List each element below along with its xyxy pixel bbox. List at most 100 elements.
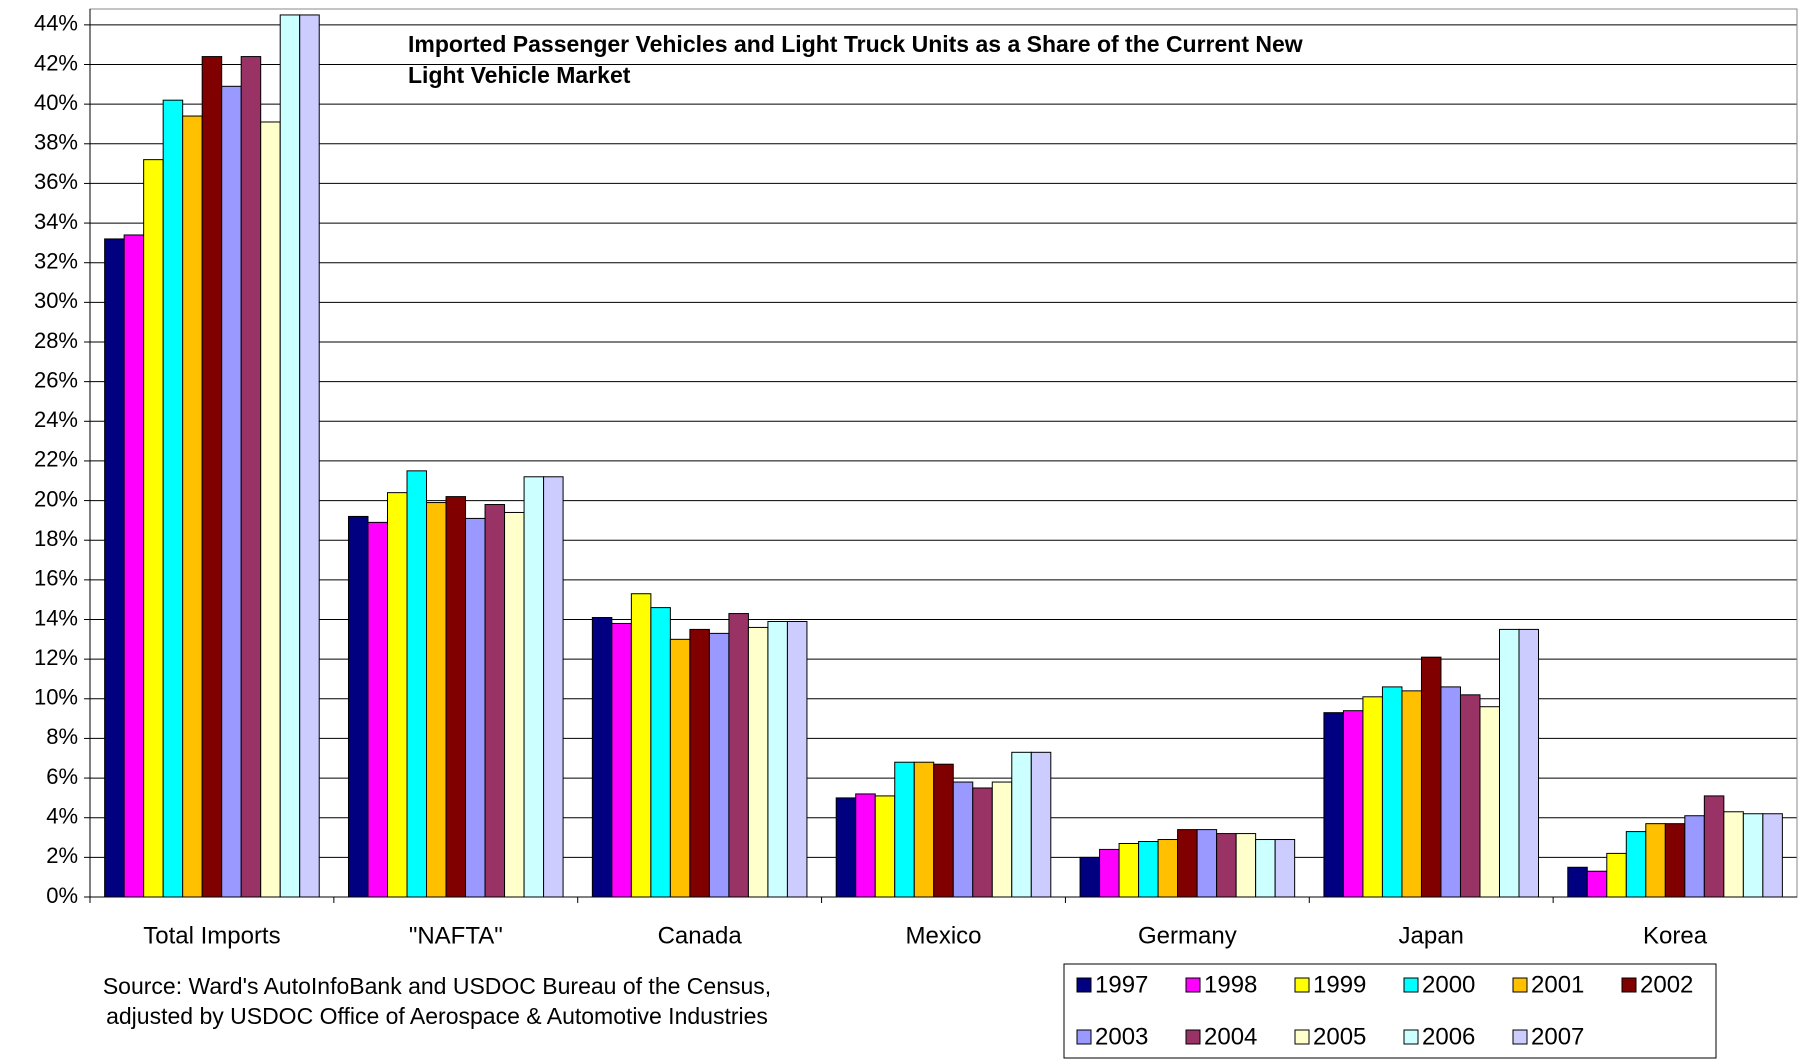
bar [991, 781, 1013, 898]
bar [874, 795, 896, 898]
y-tick-label: 10% [34, 685, 78, 710]
legend-swatch [1076, 977, 1092, 993]
bar [347, 515, 369, 898]
bar [260, 121, 281, 898]
y-tick-label: 18% [34, 526, 78, 551]
bar [786, 620, 808, 898]
legend-swatch [1185, 1029, 1201, 1045]
legend-swatch [1294, 977, 1310, 993]
bar [1606, 852, 1627, 898]
bar [1567, 866, 1588, 898]
legend-swatch [1076, 1029, 1092, 1045]
bar [1479, 706, 1500, 898]
bar [1645, 823, 1666, 898]
y-tick-label: 24% [34, 407, 78, 432]
bar [1420, 656, 1442, 898]
bar [201, 56, 223, 898]
bar [1177, 829, 1198, 898]
legend-label: 1997 [1095, 971, 1148, 998]
bar [1157, 839, 1179, 898]
y-tick-label: 36% [34, 169, 78, 194]
bar [1723, 811, 1744, 898]
y-tick-label: 44% [34, 11, 78, 36]
bar [221, 85, 242, 898]
bar [465, 517, 486, 898]
bar [182, 115, 203, 898]
y-tick-label: 30% [34, 288, 78, 313]
y-tick-label: 42% [34, 50, 78, 75]
y-tick-label: 22% [34, 447, 78, 472]
bar [1362, 696, 1383, 898]
bar [835, 797, 857, 898]
bar [855, 793, 876, 898]
legend-label: 1999 [1313, 971, 1366, 998]
bar [406, 470, 428, 898]
bar [1216, 833, 1237, 898]
bar [972, 787, 993, 898]
y-tick-label: 6% [46, 764, 78, 789]
bar [367, 521, 389, 898]
bar [1138, 841, 1159, 898]
y-tick-label: 40% [34, 90, 78, 115]
bar [1381, 686, 1403, 898]
bar [1323, 712, 1344, 898]
bar [1079, 856, 1101, 898]
bar [1274, 839, 1296, 898]
legend-label: 2005 [1313, 1023, 1366, 1050]
bar [240, 56, 262, 898]
bar [611, 622, 632, 898]
bar [504, 511, 525, 898]
legend-label: 2000 [1422, 971, 1475, 998]
bar [747, 626, 769, 898]
y-tick-label: 2% [46, 843, 78, 868]
legend-box [1063, 963, 1717, 1059]
bar [1196, 829, 1218, 898]
x-tick-label: Total Imports [143, 922, 280, 949]
bar [650, 607, 671, 898]
y-tick-label: 32% [34, 249, 78, 274]
x-tick-label: Japan [1399, 922, 1464, 949]
x-tick-label: "NAFTA" [409, 922, 503, 949]
bar [543, 476, 564, 898]
y-tick-label: 16% [34, 566, 78, 591]
y-tick-label: 0% [46, 883, 78, 908]
legend-swatch [1403, 1029, 1419, 1045]
legend-label: 2003 [1095, 1023, 1148, 1050]
y-tick-label: 34% [34, 209, 78, 234]
bar [1401, 690, 1422, 898]
bar [523, 476, 545, 898]
bar [669, 638, 691, 898]
y-tick-label: 12% [34, 645, 78, 670]
bar [1684, 815, 1705, 898]
bar [767, 620, 788, 898]
y-tick-label: 20% [34, 486, 78, 511]
bar [426, 502, 447, 898]
bar [162, 99, 184, 898]
bar [1742, 813, 1764, 898]
legend-label: 1998 [1204, 971, 1257, 998]
legend-label: 2004 [1204, 1023, 1257, 1050]
bar [894, 761, 915, 898]
legend-label: 2001 [1531, 971, 1584, 998]
bar [1235, 833, 1257, 898]
bar [952, 781, 974, 898]
bar [630, 593, 652, 898]
legend-swatch [1294, 1029, 1310, 1045]
bar [1255, 839, 1276, 898]
source-note: adjusted by USDOC Office of Aerospace & … [106, 1003, 768, 1029]
bar [1518, 628, 1540, 898]
y-tick-label: 38% [34, 130, 78, 155]
legend-swatch [1512, 977, 1528, 993]
bar [279, 14, 301, 898]
bar [1011, 751, 1032, 898]
bar [913, 761, 935, 898]
bar [104, 238, 125, 898]
legend-swatch [1512, 1029, 1528, 1045]
bar [1586, 870, 1608, 898]
x-tick-label: Mexico [905, 922, 981, 949]
bar [689, 628, 710, 898]
bar [1099, 848, 1120, 898]
x-tick-label: Germany [1138, 922, 1237, 949]
bar [1118, 842, 1140, 898]
